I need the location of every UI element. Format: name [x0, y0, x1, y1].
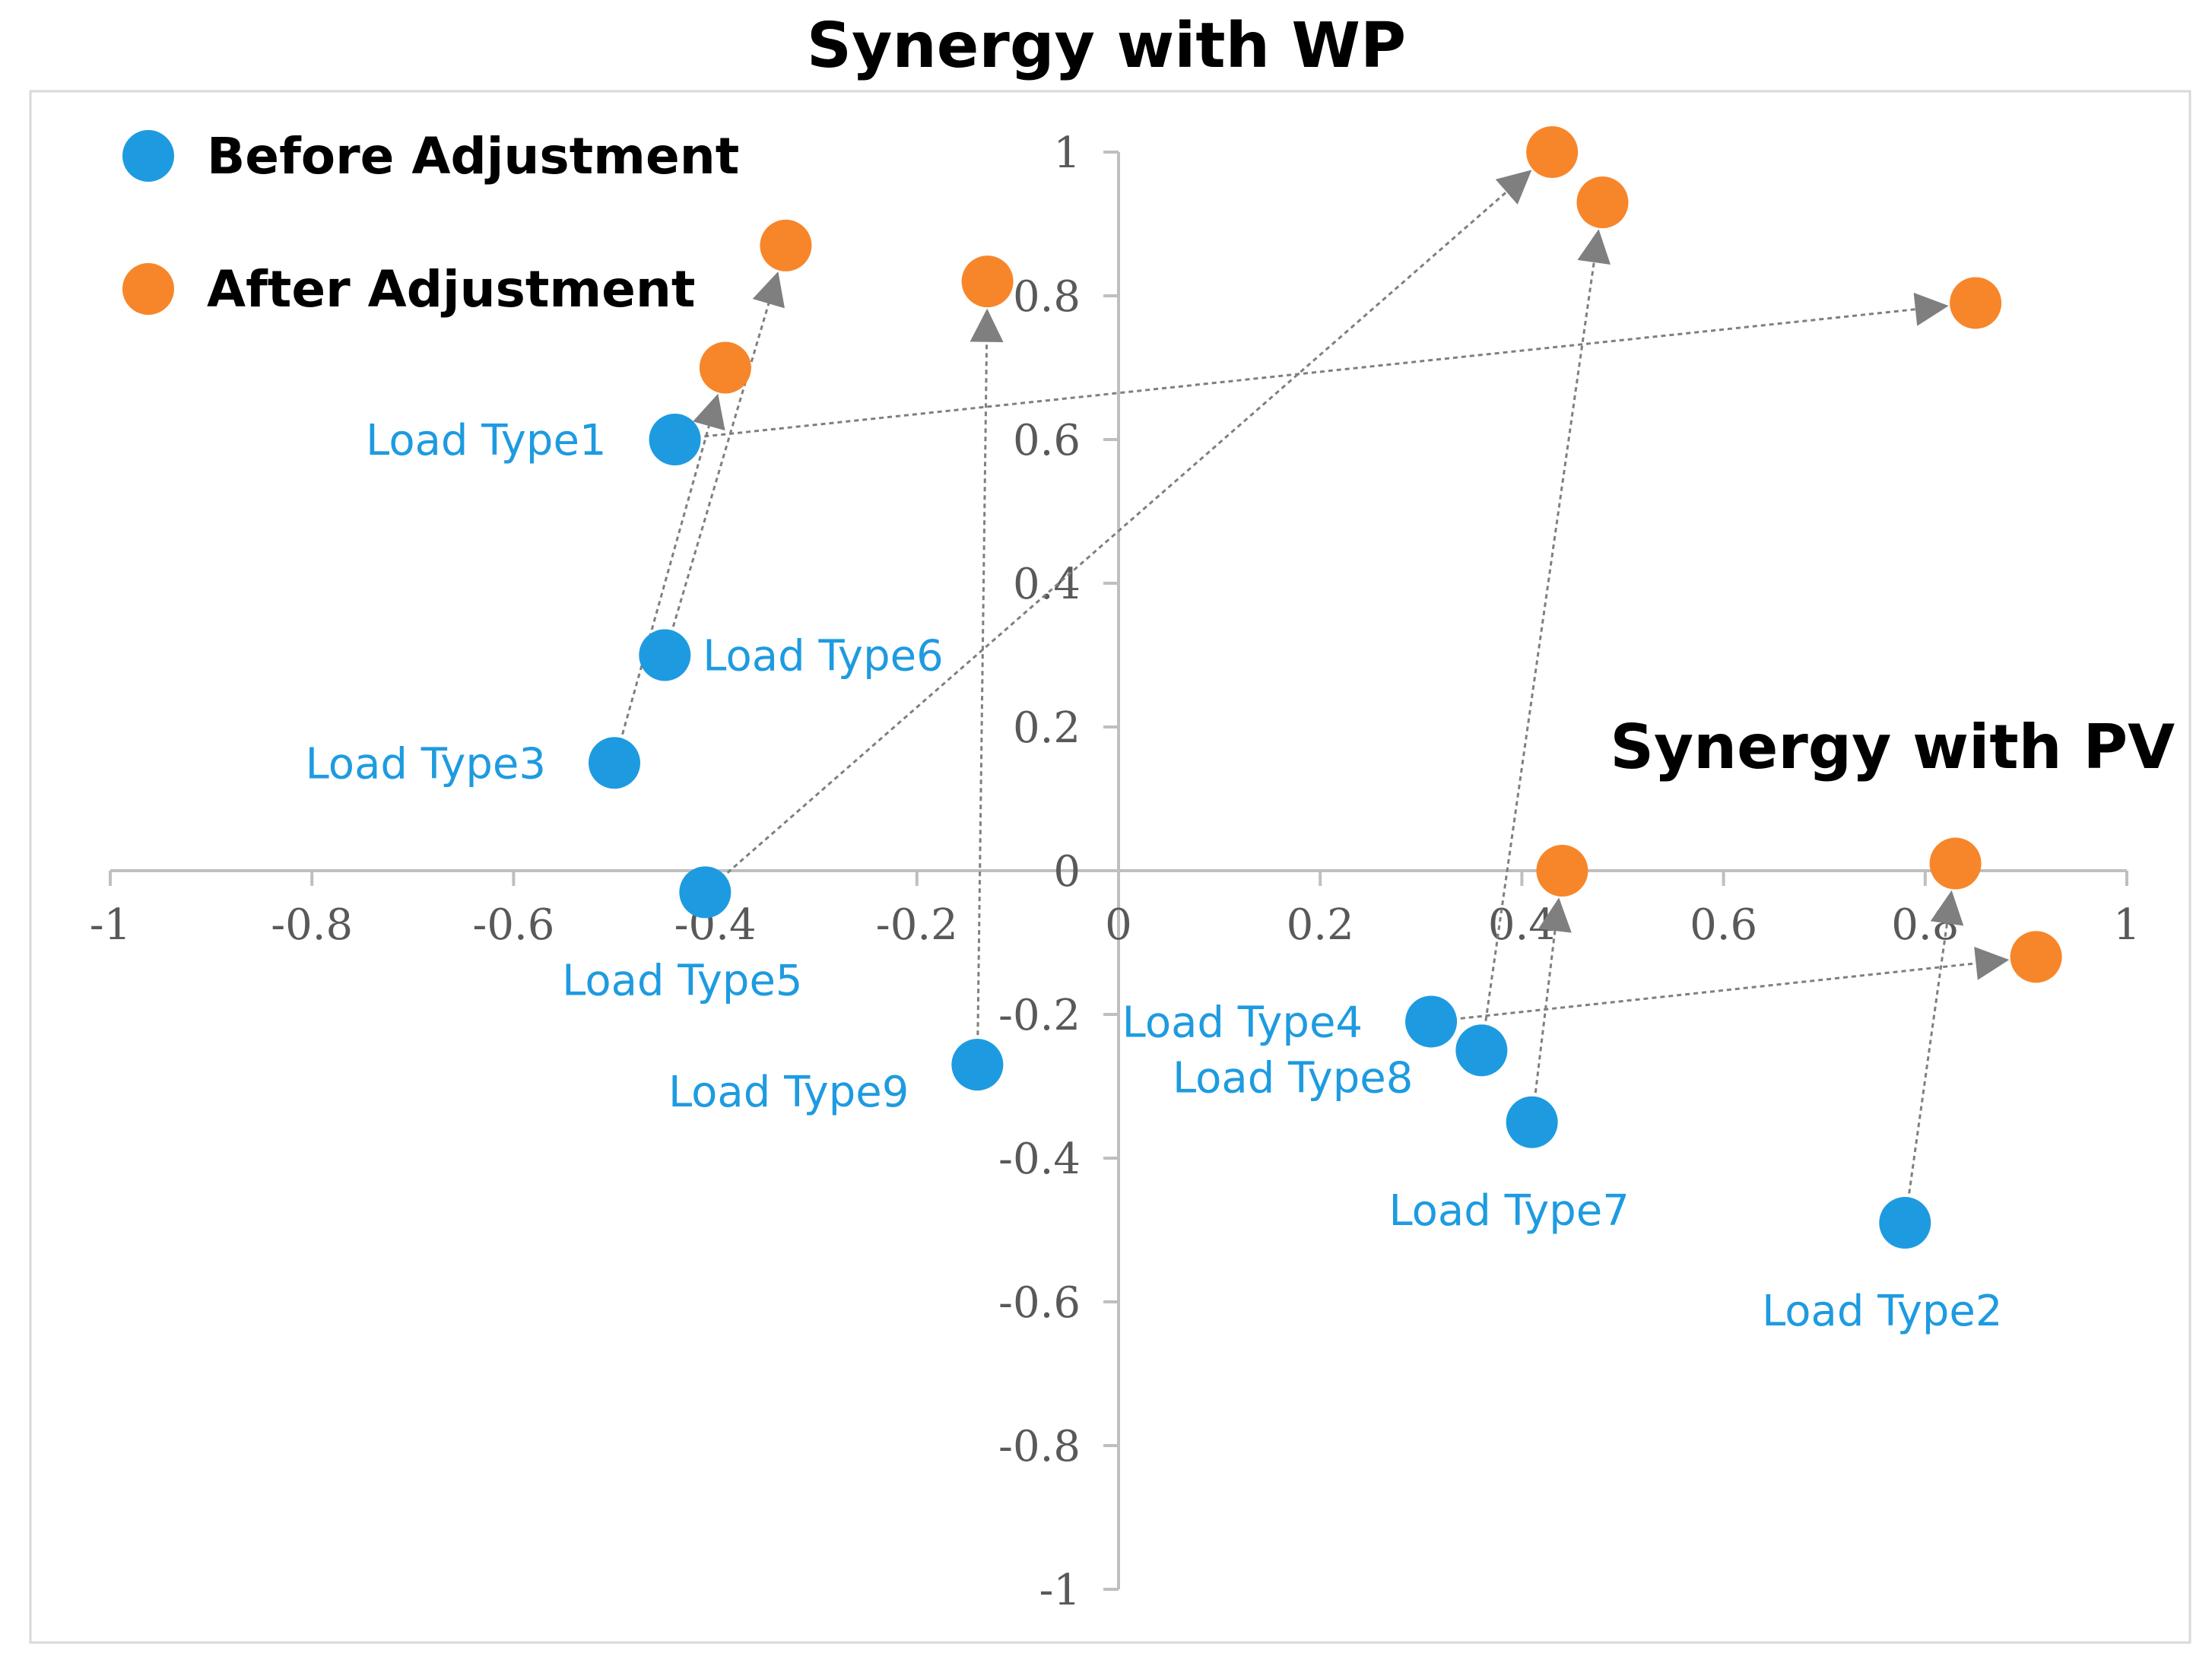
before-point-9 — [951, 1039, 1004, 1091]
before-point-2 — [1879, 1197, 1931, 1249]
x-axis-title: Synergy with PV — [1610, 712, 2175, 782]
arrow-load-type7 — [1531, 897, 1572, 1118]
x-tick-label: 0 — [1105, 900, 1132, 950]
point-label-1: Load Type1 — [366, 416, 606, 465]
y-tick-label: 0.6 — [1013, 416, 1081, 465]
y-tick-label: 0.2 — [1013, 703, 1081, 753]
arrow-load-type1 — [679, 292, 1949, 440]
x-tick-label: 1 — [2113, 900, 2141, 950]
point-labels: Load Type1 Load Type2 Load Type3 Load Type4… — [306, 416, 2003, 1336]
y-tick-label: 0.8 — [1013, 272, 1081, 322]
plot-frame — [29, 90, 2191, 1644]
before-point-8 — [1455, 1024, 1508, 1077]
legend-marker-before — [122, 130, 174, 182]
after-point-4 — [2010, 931, 2062, 983]
y-tick-label: 0.4 — [1013, 560, 1081, 609]
y-tick-label: -0.6 — [998, 1278, 1081, 1328]
after-point-2 — [1929, 837, 1982, 890]
before-point-6 — [639, 629, 691, 681]
point-label-4: Load Type4 — [1122, 998, 1363, 1047]
point-label-2: Load Type2 — [1762, 1287, 2002, 1336]
point-label-3: Load Type3 — [306, 739, 546, 789]
after-point-6 — [760, 219, 812, 271]
point-label-8: Load Type8 — [1173, 1053, 1413, 1103]
arrow-load-type8 — [1480, 229, 1611, 1046]
after-point-3 — [699, 341, 751, 394]
legend-label-after: After Adjustment — [207, 260, 695, 319]
arrow-load-type9 — [970, 308, 1004, 1061]
legend: Before Adjustment After Adjustment — [122, 127, 739, 319]
before-point-5 — [679, 866, 732, 919]
chart-title: Synergy with WP — [807, 10, 1406, 82]
x-tick-label: -1 — [90, 900, 132, 950]
x-tick-label: -0.6 — [472, 900, 554, 950]
arrow-load-type6 — [665, 271, 785, 652]
before-point-4 — [1405, 995, 1458, 1048]
y-tick-label: -0.8 — [998, 1422, 1081, 1471]
before-point-7 — [1506, 1096, 1558, 1148]
arrow-load-type4 — [1435, 946, 2010, 1023]
point-label-5: Load Type5 — [562, 956, 802, 1005]
legend-label-before: Before Adjustment — [207, 127, 739, 186]
y-tick-label: -0.2 — [998, 991, 1081, 1040]
point-label-7: Load Type7 — [1388, 1186, 1629, 1236]
y-tick-label: -0.4 — [998, 1135, 1081, 1184]
y-tick-label: -1 — [1039, 1566, 1081, 1615]
before-point-1 — [649, 414, 701, 465]
x-tick-label: -0.8 — [271, 900, 353, 950]
after-point-1 — [1950, 277, 2002, 329]
adjustment-arrows — [614, 170, 2010, 1219]
x-tick-label: -0.2 — [876, 900, 958, 950]
y-tick-label: 1 — [1053, 129, 1081, 178]
x-tick-label: 0.2 — [1287, 900, 1354, 950]
before-point-3 — [589, 737, 640, 789]
after-point-7 — [1536, 845, 1588, 897]
point-label-6: Load Type6 — [703, 632, 943, 681]
legend-marker-after — [122, 263, 174, 315]
after-point-8 — [1576, 176, 1629, 229]
data-points — [589, 126, 2062, 1249]
y-tick-label: 0 — [1053, 847, 1081, 897]
x-tick-label: 0.6 — [1690, 900, 1757, 950]
arrow-load-type2 — [1904, 890, 1964, 1219]
point-label-9: Load Type9 — [668, 1068, 909, 1117]
arrow-load-type5 — [707, 170, 1532, 890]
arrow-load-type3 — [614, 393, 725, 759]
axes: -1 -0.8 -0.6 -0.4 -0.2 0 0.2 0.4 0.6 0.8 110.80.60… — [90, 129, 2141, 1615]
after-point-9 — [961, 256, 1014, 308]
after-point-5 — [1526, 126, 1579, 178]
x-tick-label: 0.4 — [1488, 900, 1556, 950]
